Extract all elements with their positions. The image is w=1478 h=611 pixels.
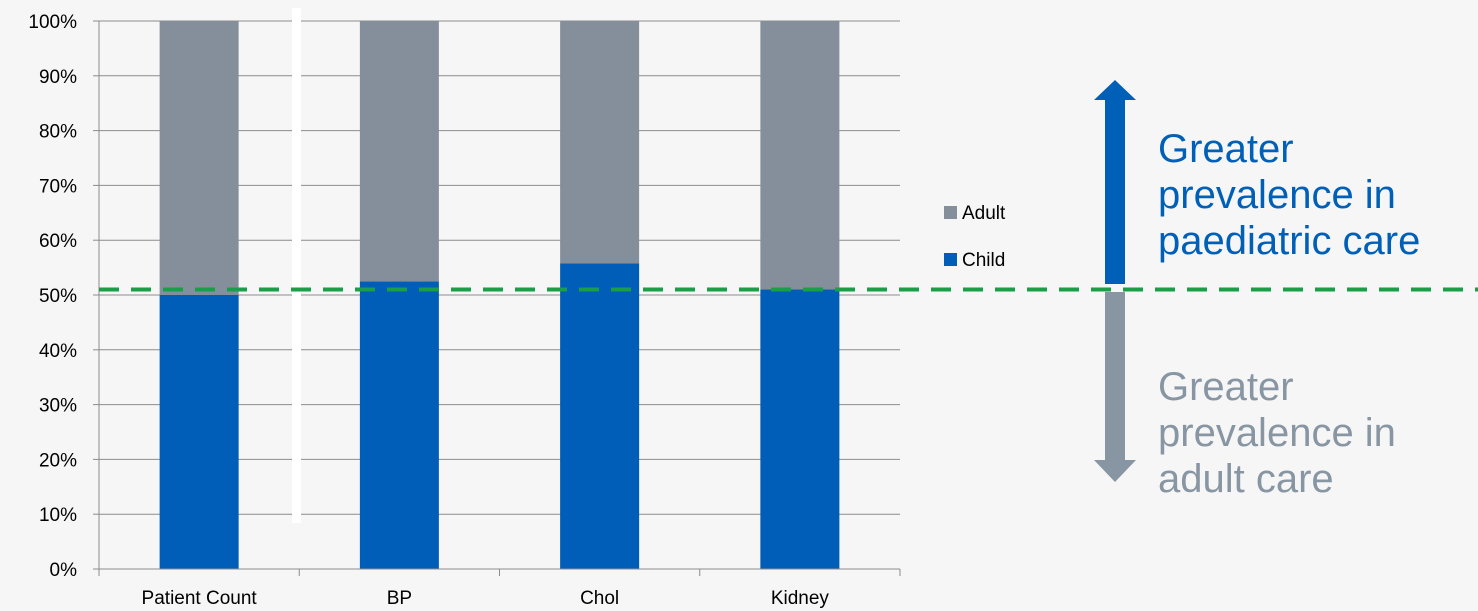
y-tick-label: 20% bbox=[39, 450, 77, 471]
y-tick-label: 100% bbox=[28, 12, 77, 33]
annotation-adult: Greater prevalence in adult care bbox=[1158, 364, 1478, 502]
annotation-paediatric-line-2: prevalence in bbox=[1158, 173, 1396, 217]
down-arrow-shaft bbox=[1105, 292, 1125, 462]
bar-adult-bp bbox=[359, 21, 439, 282]
up-arrow-shaft bbox=[1105, 98, 1125, 284]
down-arrow-icon bbox=[1094, 460, 1136, 482]
annotation-paediatric-line-1: Greater bbox=[1158, 127, 1294, 171]
bar-adult-chol bbox=[560, 21, 640, 264]
bar-child-chol bbox=[560, 263, 640, 569]
annotation-paediatric-line-3: paediatric care bbox=[1158, 219, 1421, 263]
legend-label-child: Child bbox=[962, 250, 1005, 271]
legend-swatch-adult bbox=[944, 206, 957, 219]
y-tick-label: 10% bbox=[39, 505, 77, 526]
annotation-paediatric: Greater prevalence in paediatric care bbox=[1158, 126, 1478, 264]
y-tick-label: 0% bbox=[50, 560, 78, 581]
y-tick-label: 40% bbox=[39, 341, 77, 362]
y-tick-label: 50% bbox=[39, 286, 77, 307]
annotation-adult-line-1: Greater bbox=[1158, 365, 1294, 409]
annotation-adult-line-2: prevalence in bbox=[1158, 411, 1396, 455]
white-stripe bbox=[292, 8, 301, 523]
bar-adult-patient-count bbox=[159, 21, 239, 295]
y-tick-label: 60% bbox=[39, 231, 77, 252]
x-tick-label: Patient Count bbox=[142, 588, 258, 609]
x-tick-label: BP bbox=[387, 588, 412, 609]
up-arrow-icon bbox=[1094, 80, 1136, 100]
y-tick-label: 70% bbox=[39, 176, 77, 197]
y-tick-label: 30% bbox=[39, 396, 77, 417]
bar-child-patient-count bbox=[159, 295, 239, 569]
bar-child-kidney bbox=[760, 289, 840, 569]
x-tick-label: Chol bbox=[580, 588, 619, 609]
bar-adult-kidney bbox=[760, 21, 840, 290]
legend-label-adult: Adult bbox=[962, 203, 1006, 224]
bar-child-bp bbox=[359, 281, 439, 569]
y-tick-label: 80% bbox=[39, 122, 77, 143]
y-tick-label: 90% bbox=[39, 67, 77, 88]
legend-swatch-child bbox=[944, 253, 957, 266]
annotation-adult-line-3: adult care bbox=[1158, 457, 1334, 501]
x-tick-label: Kidney bbox=[771, 588, 830, 609]
